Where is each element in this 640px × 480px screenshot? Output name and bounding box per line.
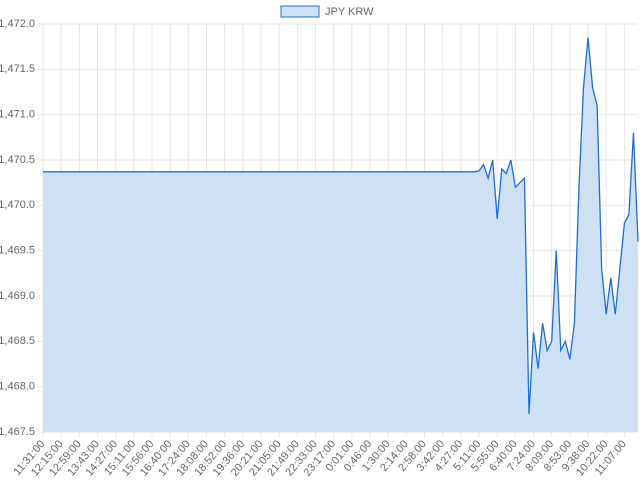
y-tick-label: 1,469.5 [0,245,35,257]
y-tick-label: 1,470.0 [0,199,35,211]
y-tick-label: 1,471.5 [0,63,35,75]
legend-label: JPY KRW [325,6,374,18]
y-tick-label: 1,468.5 [0,335,35,347]
y-tick-label: 1,467.5 [0,426,35,438]
line [43,37,639,414]
y-tick-label: 1,471.0 [0,109,35,121]
y-tick-label: 1,468.0 [0,381,35,393]
y-tick-label: 1,469.0 [0,290,35,302]
area-fill [43,37,638,432]
y-tick-label: 1,472.0 [0,18,35,30]
y-tick-label: 1,470.5 [0,154,35,166]
legend-swatch [280,5,320,18]
